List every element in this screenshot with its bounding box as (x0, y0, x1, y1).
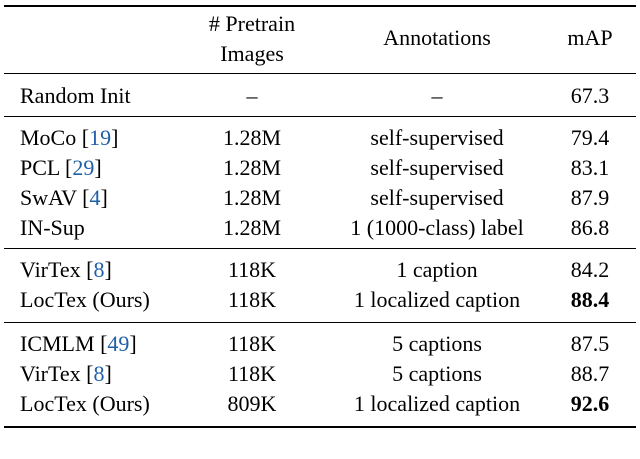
method-cell: MoCo [19] (20, 125, 119, 150)
method-name: LocTex (Ours) (20, 287, 150, 312)
method-cell: SwAV [4] (20, 185, 108, 210)
method-cell: PCL [29] (20, 155, 102, 180)
header-annotations: Annotations (383, 25, 491, 50)
map-cell: 88.4 (570, 287, 610, 312)
header-map: mAP (567, 25, 613, 50)
pretrain-images-cell: 118K (227, 331, 277, 356)
citation-link[interactable]: 49 (107, 331, 130, 356)
map-cell: 67.3 (570, 83, 610, 108)
header-pretrain-images: # Pretrain Images (209, 9, 295, 69)
map-cell: 88.7 (570, 361, 610, 386)
annotations-cell: 1 localized caption (353, 287, 521, 312)
method-cell: VirTex [8] (20, 257, 112, 282)
annotations-cell: 5 captions (392, 331, 482, 356)
method-cell: LocTex (Ours) (20, 392, 150, 416)
map-cell: 92.6 (570, 391, 610, 416)
annotations-cell: 1 localized caption (353, 391, 521, 416)
map-cell: 83.1 (570, 155, 610, 180)
method-name: IN-Sup (20, 215, 85, 240)
group-separator-rule (4, 116, 636, 117)
map-cell: 79.4 (570, 125, 610, 150)
method-name: PCL (20, 155, 60, 180)
map-cell: 84.2 (570, 257, 610, 282)
method-cell: IN-Sup (20, 216, 85, 240)
citation-link[interactable]: 19 (89, 125, 112, 150)
table-top-rule (4, 5, 636, 7)
header-pretrain-line1: # Pretrain (208, 11, 296, 36)
citation-link[interactable]: 8 (93, 361, 105, 386)
map-cell: 87.5 (570, 331, 610, 356)
pretrain-images-cell: 118K (227, 361, 277, 386)
citation-link[interactable]: 8 (93, 257, 105, 282)
annotations-cell: 1 (1000-class) label (350, 215, 524, 240)
table-bottom-rule (4, 426, 636, 428)
annotations-cell: self-supervised (370, 155, 504, 180)
method-cell: ICMLM [49] (20, 331, 137, 356)
pretrain-images-cell: 118K (227, 257, 277, 282)
method-cell: VirTex [8] (20, 361, 112, 386)
map-cell: 86.8 (570, 215, 610, 240)
pretrain-images-cell: 809K (227, 391, 277, 416)
method-name: ICMLM (20, 331, 95, 356)
method-name: LocTex (Ours) (20, 391, 150, 416)
annotations-cell: 1 caption (396, 257, 478, 282)
header-rule (4, 73, 636, 74)
annotations-cell: self-supervised (370, 125, 504, 150)
citation-link[interactable]: 29 (72, 155, 95, 180)
method-name: Random Init (20, 83, 131, 108)
annotations-cell: – (431, 83, 443, 108)
pretrain-images-cell: 1.28M (222, 125, 282, 150)
pretrain-images-cell: 1.28M (222, 185, 282, 210)
annotations-cell: self-supervised (370, 185, 504, 210)
group-separator-rule (4, 248, 636, 249)
group-separator-rule (4, 322, 636, 323)
method-name: VirTex (20, 361, 81, 386)
pretrain-images-cell: 1.28M (222, 155, 282, 180)
map-cell: 87.9 (570, 185, 610, 210)
method-name: SwAV (20, 185, 77, 210)
pretrain-images-cell: 1.28M (222, 215, 282, 240)
method-name: MoCo (20, 125, 77, 150)
pretrain-images-cell: – (246, 83, 258, 108)
citation-link[interactable]: 4 (89, 185, 101, 210)
pretrain-images-cell: 118K (227, 287, 277, 312)
method-cell: Random Init (20, 84, 131, 108)
method-name: VirTex (20, 257, 81, 282)
annotations-cell: 5 captions (392, 361, 482, 386)
header-pretrain-line2: Images (220, 41, 284, 66)
method-cell: LocTex (Ours) (20, 288, 150, 312)
